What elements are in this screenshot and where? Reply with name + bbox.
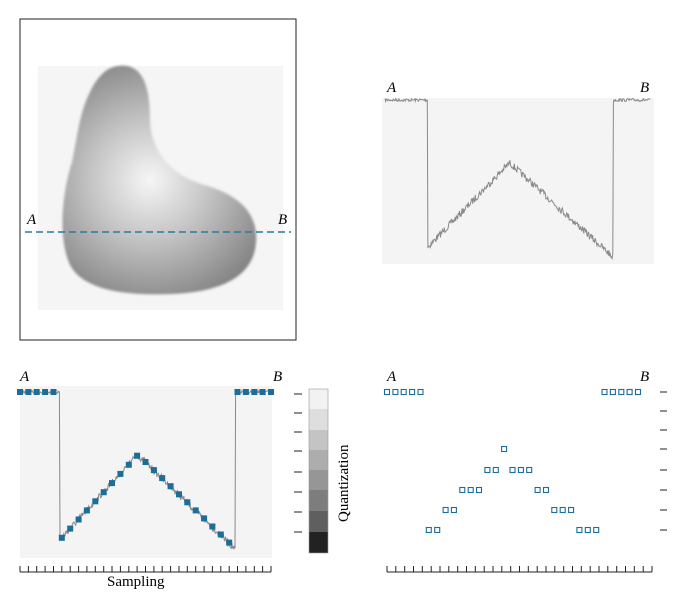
sample-point bbox=[167, 483, 174, 490]
digital-sample-point bbox=[400, 388, 407, 396]
sample-point bbox=[150, 467, 157, 474]
sample-point bbox=[92, 498, 99, 505]
sample-point bbox=[268, 389, 274, 395]
digital-sample-point bbox=[475, 486, 483, 494]
sampling-axis bbox=[19, 566, 272, 573]
sampling-quantization-panel: A B Sampling Quantization bbox=[17, 369, 352, 590]
gray-scale-frame bbox=[308, 388, 329, 554]
sample-point bbox=[209, 523, 216, 530]
sampling-background bbox=[20, 386, 272, 558]
sample-point bbox=[83, 507, 90, 514]
digital-sample-point bbox=[609, 388, 616, 396]
digital-sample-point bbox=[492, 466, 499, 474]
digital-sample-point bbox=[459, 486, 466, 494]
sample-point bbox=[117, 470, 124, 477]
sample-point bbox=[159, 475, 166, 482]
sample-point bbox=[142, 459, 149, 465]
sample-point bbox=[42, 389, 49, 395]
sample-point bbox=[109, 480, 115, 487]
digital-sample-point bbox=[409, 388, 416, 396]
sample-point bbox=[25, 389, 32, 395]
digital-sample-point bbox=[383, 388, 391, 396]
gray-level-swatch bbox=[309, 389, 328, 409]
digital-quantization-axis bbox=[660, 391, 667, 531]
sample-point bbox=[184, 499, 191, 506]
sample-point bbox=[100, 489, 107, 496]
label-b-sampling: B bbox=[273, 369, 282, 385]
object-blob bbox=[62, 65, 257, 295]
sample-point bbox=[75, 516, 82, 523]
sample-point bbox=[234, 389, 241, 395]
digital-sample-point bbox=[467, 486, 474, 494]
digital-sample-point bbox=[568, 506, 575, 514]
sample-point bbox=[176, 491, 182, 498]
digital-sample-point bbox=[509, 466, 516, 474]
label-a-sampling: A bbox=[19, 369, 30, 385]
sample-point bbox=[251, 389, 258, 395]
digital-sample-point bbox=[551, 506, 558, 514]
sample-point bbox=[33, 389, 40, 395]
gray-level-swatch bbox=[309, 511, 328, 532]
digital-sample-point bbox=[593, 526, 600, 534]
digital-sample-point bbox=[542, 486, 550, 494]
sample-point bbox=[67, 525, 74, 532]
digital-sample-point bbox=[584, 526, 591, 534]
gray-level-swatch bbox=[309, 409, 328, 430]
sample-point bbox=[192, 507, 199, 514]
sample-point bbox=[201, 515, 208, 522]
intensity-profile-line bbox=[384, 97, 651, 261]
digital-sampling-axis bbox=[386, 566, 653, 573]
digital-sample-point bbox=[517, 466, 524, 474]
gray-level-swatch bbox=[309, 450, 328, 470]
continuous-image-panel: A B bbox=[19, 18, 297, 341]
label-b-image: B bbox=[278, 212, 287, 228]
sample-point bbox=[17, 389, 23, 395]
sample-point bbox=[125, 461, 132, 468]
sample-point bbox=[226, 539, 233, 546]
label-b-digital: B bbox=[640, 369, 649, 385]
gray-level-swatch bbox=[309, 532, 328, 553]
digital-sample-point bbox=[626, 388, 633, 396]
digital-sample-point bbox=[442, 506, 449, 514]
sample-point bbox=[50, 389, 57, 395]
label-a-profile: A bbox=[386, 80, 397, 96]
label-a-image: A bbox=[26, 212, 37, 228]
digital-sample-point bbox=[576, 526, 583, 534]
digital-sample-point bbox=[534, 486, 541, 494]
sample-point bbox=[58, 534, 65, 541]
digital-samples-panel: A B bbox=[383, 369, 667, 573]
intensity-profile-panel: A B bbox=[382, 80, 654, 264]
sample-points bbox=[17, 389, 274, 546]
digital-sample-point bbox=[425, 526, 432, 534]
digital-sample-point bbox=[392, 388, 399, 396]
quantization-gray-scale bbox=[308, 388, 329, 554]
sampling-label: Sampling bbox=[107, 574, 165, 590]
digital-sample-point bbox=[501, 445, 508, 453]
digital-sample-point bbox=[450, 506, 457, 514]
digital-sample-point bbox=[601, 388, 608, 396]
quantization-label: Quantization bbox=[336, 444, 352, 522]
gray-level-swatch bbox=[309, 470, 328, 490]
quantization-axis bbox=[294, 393, 302, 533]
digital-sample-point bbox=[434, 526, 441, 534]
gray-level-swatch bbox=[309, 430, 328, 450]
digital-sample-point bbox=[618, 388, 625, 396]
sample-point bbox=[217, 531, 224, 538]
label-a-digital: A bbox=[386, 369, 397, 385]
sample-point bbox=[259, 389, 266, 395]
digital-sample-point bbox=[559, 506, 566, 514]
digital-sample-point bbox=[526, 466, 533, 474]
sample-point bbox=[134, 452, 141, 459]
digital-sample-point bbox=[484, 466, 491, 474]
gray-level-swatch bbox=[309, 490, 328, 511]
digital-sample-points bbox=[383, 388, 642, 534]
digital-sample-point bbox=[634, 388, 642, 396]
label-b-profile: B bbox=[640, 80, 649, 96]
sample-point bbox=[242, 389, 249, 395]
digital-sample-point bbox=[417, 388, 424, 396]
